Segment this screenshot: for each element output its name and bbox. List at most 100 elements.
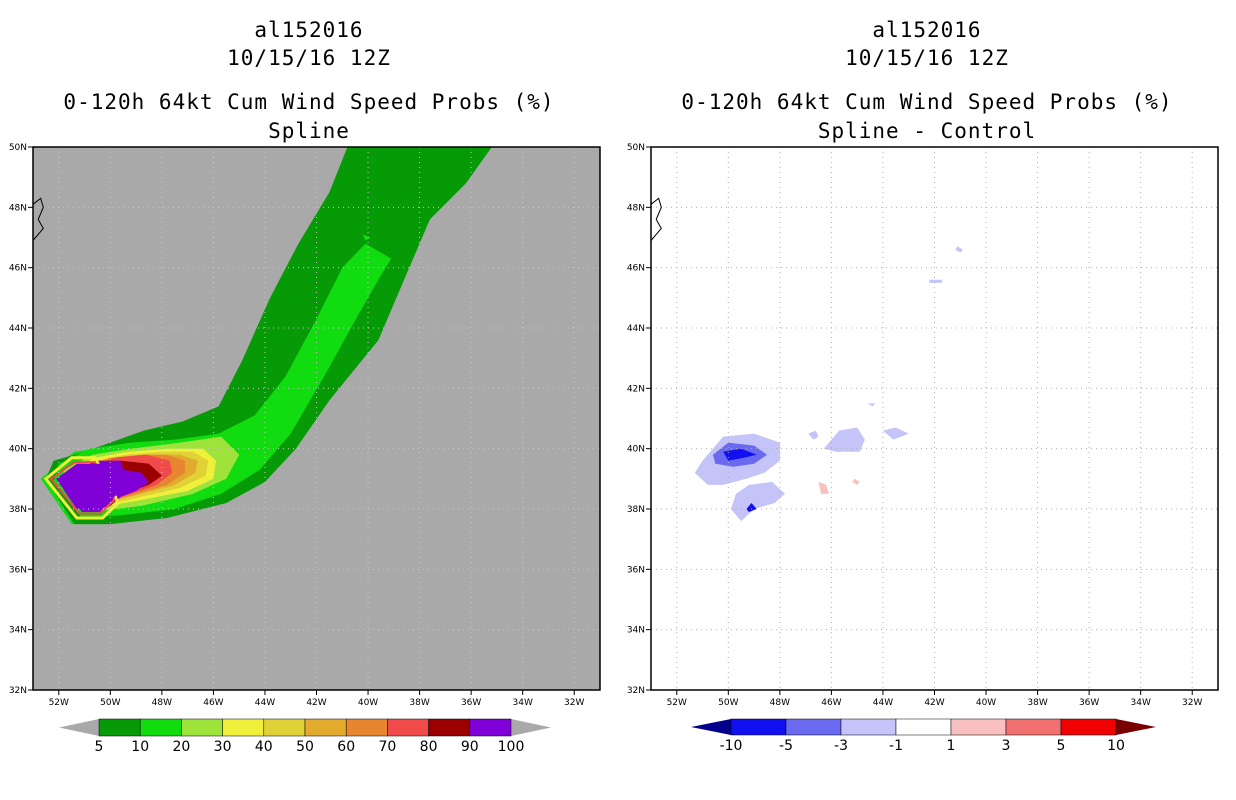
diff-minus-1-3-south-blob (730, 481, 785, 522)
colorbar-swatch (222, 718, 265, 737)
lat-label: 48N (627, 203, 645, 213)
storm-id-title: al152016 (872, 18, 982, 42)
lon-label: 32W (564, 698, 584, 708)
colorbar-label: 1 (947, 738, 956, 754)
lon-label: 36W (461, 698, 481, 708)
diff-minus-1-3-dot-46n (955, 246, 963, 253)
lon-label: 44W (873, 698, 893, 708)
diff-minus-1-3-small-blob (808, 430, 819, 440)
colorbar-swatch (840, 718, 897, 736)
colorbar-swatch (1060, 718, 1117, 736)
lat-label: 44N (627, 324, 645, 334)
lat-label: 46N (9, 264, 27, 274)
lat-label: 32N (9, 686, 27, 696)
lon-label: 46W (821, 698, 841, 708)
datetime-title: 10/15/16 12Z (845, 46, 1009, 70)
lon-label: 42W (306, 698, 326, 708)
lat-label: 34N (627, 626, 645, 636)
colorbar-swatch (895, 718, 952, 736)
colorbar-swatch (469, 718, 512, 737)
lon-label: 38W (1027, 698, 1047, 708)
subtitle: Spline - Control (817, 119, 1037, 143)
colorbar-label: 50 (296, 739, 314, 755)
coastline-newfoundland (650, 197, 662, 241)
diff-minus-1-3-dot-45n (929, 279, 943, 283)
lon-label: 46W (203, 698, 223, 708)
colorbar-swatch (304, 718, 347, 737)
diff-minus-1-3-dot-41n (867, 403, 876, 407)
colorbar-underflow-triangle (59, 719, 99, 736)
colorbar-swatch (387, 718, 429, 737)
probability-map: 52W 50W 48W 46W 44W 42W 40W 38W 36W 34W 32W 50N 48N 4… (9, 143, 601, 755)
colorbar-swatch (730, 718, 787, 736)
colorbar-label: -3 (834, 738, 848, 754)
map-border (32, 146, 601, 691)
lon-label: 52W (49, 698, 69, 708)
colorbar-overflow-triangle (1116, 719, 1156, 735)
right-map-panel: al152016 10/15/16 12Z 0-120h 64kt Cum Wi… (618, 0, 1236, 800)
colorbar-underflow-triangle (691, 719, 731, 735)
diff-minus-5-10-south-dot (746, 503, 757, 512)
colorbar-swatch (139, 718, 182, 737)
lon-label: 52W (667, 698, 687, 708)
storm-id-title: al152016 (254, 18, 364, 42)
colorbar-swatch (98, 718, 141, 737)
lon-label: 38W (409, 698, 429, 708)
lon-label: 40W (976, 698, 996, 708)
lat-label: 40N (9, 445, 27, 455)
lon-label: 36W (1079, 698, 1099, 708)
colorbar-swatch (345, 718, 388, 737)
map-border (650, 146, 1219, 691)
prob-5-10-region (45, 147, 492, 525)
lon-label: 48W (770, 698, 790, 708)
lat-label: 44N (9, 324, 27, 334)
lat-label: 34N (9, 626, 27, 636)
colorbar-swatch (785, 718, 842, 736)
colorbar-label: -5 (779, 738, 793, 754)
lat-label: 42N (627, 384, 645, 394)
colorbar-label: 80 (420, 739, 438, 755)
coastline-newfoundland (32, 197, 44, 241)
lat-label: 38N (9, 505, 27, 515)
lon-label: 50W (100, 698, 120, 708)
colorbar-label: 70 (378, 739, 396, 755)
datetime-title: 10/15/16 12Z (227, 46, 391, 70)
lon-label: 50W (718, 698, 738, 708)
colorbar-label: -10 (720, 738, 743, 754)
lat-label: 50N (627, 143, 645, 153)
colorbar-label: 60 (337, 739, 355, 755)
colorbar-swatch (181, 718, 223, 737)
colorbar-label: 20 (172, 739, 190, 755)
lat-label: 48N (9, 203, 27, 213)
colorbar-label: -1 (889, 738, 903, 754)
colorbar-label: 90 (461, 739, 479, 755)
lat-label: 36N (9, 565, 27, 575)
lon-label: 32W (1182, 698, 1202, 708)
colorbar-label: 3 (1002, 738, 1011, 754)
lon-label: 34W (1131, 698, 1151, 708)
lon-label: 44W (255, 698, 275, 708)
prob-core-region (56, 463, 144, 512)
colorbar-swatch (263, 718, 306, 737)
colorbar-label: 40 (255, 739, 273, 755)
diff-minus-1-3-east-blob (823, 427, 865, 452)
diff-minus-1-3-far-east-blob (883, 427, 909, 440)
lat-label: 46N (627, 264, 645, 274)
lon-label: 40W (358, 698, 378, 708)
lon-label: 42W (924, 698, 944, 708)
lat-label: 32N (627, 686, 645, 696)
subtitle: Spline (268, 119, 350, 143)
lon-label: 34W (513, 698, 533, 708)
map-background (651, 147, 1218, 690)
prob-isolated-spot (362, 234, 371, 241)
lat-label: 40N (627, 445, 645, 455)
lon-label: 48W (152, 698, 172, 708)
colorbar-label: 30 (214, 739, 232, 755)
difference-map: 52W 50W 48W 46W 44W 42W 40W 38W 36W 34W 32W 50N 48N 4… (627, 143, 1219, 754)
colorbar-label: 100 (498, 739, 525, 755)
lat-label: 42N (9, 384, 27, 394)
lat-label: 36N (627, 565, 645, 575)
colorbar-swatch (1005, 718, 1062, 736)
diff-plus-1-3-dot (852, 478, 860, 485)
product-title: 0-120h 64kt Cum Wind Speed Probs (%) (63, 90, 555, 114)
